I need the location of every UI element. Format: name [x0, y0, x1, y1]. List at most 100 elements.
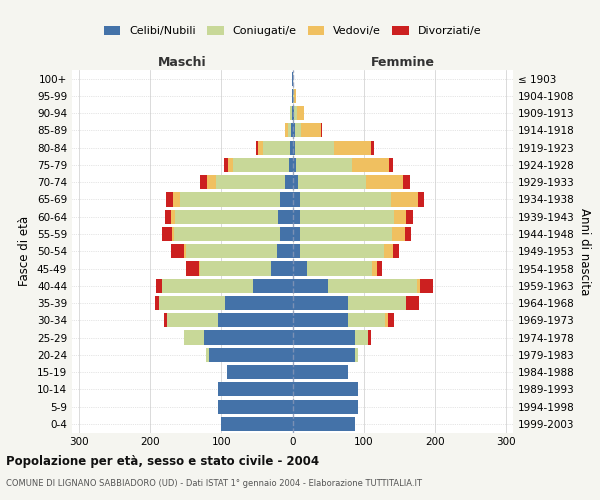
Bar [199, 262, 200, 276]
Bar [163, 278, 253, 293]
Bar [292, 72, 293, 86]
Text: COMUNE DI LIGNANO SABBIADORO (UD) - Dati ISTAT 1° gennaio 2004 - Elaborazione TU: COMUNE DI LIGNANO SABBIADORO (UD) - Dati… [6, 479, 422, 488]
Bar [294, 89, 296, 103]
Bar [291, 124, 293, 138]
Bar [383, 244, 393, 258]
Bar [299, 192, 391, 206]
Bar [172, 227, 175, 241]
Bar [372, 262, 377, 276]
Bar [225, 296, 293, 310]
Bar [391, 192, 418, 206]
Bar [388, 313, 394, 328]
Bar [160, 296, 225, 310]
Bar [293, 106, 294, 120]
Bar [186, 244, 277, 258]
Bar [405, 227, 411, 241]
Bar [184, 330, 203, 344]
Bar [171, 244, 184, 258]
Bar [289, 158, 293, 172]
Bar [299, 244, 383, 258]
Bar [233, 158, 289, 172]
Bar [418, 192, 424, 206]
Bar [392, 227, 405, 241]
Bar [293, 262, 307, 276]
Bar [355, 348, 358, 362]
Bar [417, 278, 420, 293]
Text: Maschi: Maschi [158, 56, 206, 69]
Bar [298, 175, 366, 190]
Bar [228, 158, 233, 172]
Bar [278, 210, 293, 224]
Bar [293, 227, 299, 241]
Bar [293, 278, 328, 293]
Bar [293, 140, 295, 155]
Bar [215, 175, 286, 190]
Bar [253, 278, 293, 293]
Bar [366, 175, 403, 190]
Bar [293, 175, 298, 190]
Bar [420, 278, 433, 293]
Bar [299, 227, 392, 241]
Bar [293, 158, 296, 172]
Bar [206, 348, 209, 362]
Bar [321, 124, 322, 138]
Bar [293, 382, 358, 396]
Bar [293, 365, 348, 379]
Bar [293, 417, 355, 431]
Bar [299, 210, 394, 224]
Bar [294, 106, 297, 120]
Bar [186, 262, 199, 276]
Bar [207, 175, 215, 190]
Bar [295, 140, 334, 155]
Bar [406, 296, 419, 310]
Bar [209, 348, 293, 362]
Bar [280, 192, 293, 206]
Bar [293, 296, 348, 310]
Bar [368, 330, 371, 344]
Bar [292, 89, 293, 103]
Bar [277, 244, 293, 258]
Y-axis label: Anni di nascita: Anni di nascita [578, 208, 591, 295]
Bar [166, 192, 173, 206]
Bar [263, 140, 290, 155]
Bar [352, 158, 389, 172]
Bar [290, 106, 292, 120]
Text: Popolazione per età, sesso e stato civile - 2004: Popolazione per età, sesso e stato civil… [6, 455, 319, 468]
Bar [293, 89, 294, 103]
Bar [293, 244, 299, 258]
Bar [334, 140, 371, 155]
Bar [301, 124, 321, 138]
Bar [406, 210, 413, 224]
Bar [257, 140, 263, 155]
Bar [293, 348, 355, 362]
Y-axis label: Fasce di età: Fasce di età [19, 216, 31, 286]
Bar [227, 365, 293, 379]
Bar [175, 227, 280, 241]
Bar [287, 124, 291, 138]
Bar [348, 313, 385, 328]
Bar [328, 278, 417, 293]
Bar [293, 330, 355, 344]
Legend: Celibi/Nubili, Coniugati/e, Vedovi/e, Divorziati/e: Celibi/Nubili, Coniugati/e, Vedovi/e, Di… [99, 21, 486, 40]
Bar [173, 192, 180, 206]
Bar [256, 140, 257, 155]
Bar [164, 313, 167, 328]
Bar [348, 296, 406, 310]
Bar [180, 192, 280, 206]
Bar [292, 106, 293, 120]
Bar [224, 158, 228, 172]
Bar [293, 313, 348, 328]
Bar [218, 313, 293, 328]
Bar [290, 140, 293, 155]
Bar [393, 244, 399, 258]
Text: Femmine: Femmine [371, 56, 435, 69]
Bar [293, 210, 299, 224]
Bar [165, 210, 171, 224]
Bar [167, 313, 218, 328]
Bar [297, 106, 304, 120]
Bar [286, 175, 293, 190]
Bar [218, 400, 293, 413]
Bar [156, 278, 161, 293]
Bar [184, 244, 186, 258]
Bar [271, 262, 293, 276]
